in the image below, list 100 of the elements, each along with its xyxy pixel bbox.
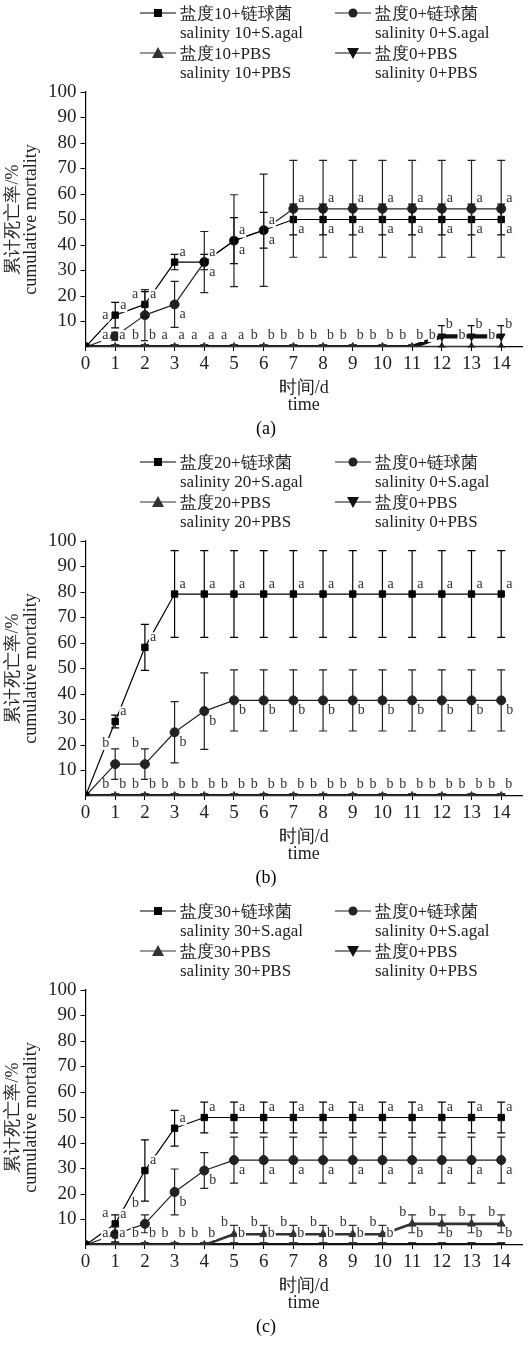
annotation: b xyxy=(399,775,407,791)
annotation: a xyxy=(476,1099,484,1115)
annotation: a xyxy=(238,575,246,591)
annotation: b xyxy=(369,1213,377,1229)
annotation: b xyxy=(357,702,365,718)
annotation: b xyxy=(208,775,216,791)
annotation: a xyxy=(446,221,454,237)
y-tick-label: 70 xyxy=(57,156,77,178)
annotation: a xyxy=(417,190,425,206)
annotation: a xyxy=(328,575,336,591)
annotation: b xyxy=(446,702,454,718)
annotation: b xyxy=(458,1203,466,1219)
annotation: b xyxy=(488,1203,496,1219)
x-tick-label: 8 xyxy=(318,352,328,374)
annotation: b xyxy=(369,775,377,791)
y-tick-label: 20 xyxy=(57,283,77,305)
annotation: b xyxy=(339,1213,347,1229)
x-tick-label: 11 xyxy=(402,352,422,374)
annotation: b xyxy=(475,1224,483,1240)
annotation: a xyxy=(208,326,216,342)
annotation: a xyxy=(209,575,217,591)
annotation: b xyxy=(237,775,245,791)
x-axis-title: 时间/d time xyxy=(278,1275,329,1313)
annotation: a xyxy=(357,575,365,591)
x-tick-label: 7 xyxy=(288,801,299,823)
annotation: a xyxy=(119,1224,127,1240)
annotation: b xyxy=(310,326,318,342)
annotation: a xyxy=(298,190,306,206)
legend-label: 盐度20+链球菌 salinity 20+S.agal xyxy=(180,453,303,491)
x-tick-label: 3 xyxy=(169,1250,180,1272)
x-tick-label: 7 xyxy=(288,352,299,374)
x-tick-label: 14 xyxy=(491,801,512,823)
annotation: b xyxy=(356,1224,364,1240)
annotation: b xyxy=(280,326,288,342)
x-tick-label: 4 xyxy=(199,801,210,823)
annotation: b xyxy=(386,326,394,342)
annotation: a xyxy=(357,1099,365,1115)
y-tick-label: 50 xyxy=(57,656,77,678)
x-tick-label: 8 xyxy=(318,1250,328,1272)
y-tick-label: 30 xyxy=(57,258,77,280)
annotation: a xyxy=(268,1099,276,1115)
annotation: b xyxy=(119,775,127,791)
annotation: a xyxy=(179,243,187,259)
annotation: b xyxy=(161,1224,169,1240)
annotation: a xyxy=(238,1161,246,1177)
annotation: a xyxy=(220,326,228,342)
legend-label: 盐度0+PBS salinity 0+PBS xyxy=(375,942,478,980)
x-tick-label: 2 xyxy=(140,352,150,374)
x-tick-label: 9 xyxy=(347,1250,358,1272)
annotation: b xyxy=(475,775,483,791)
annotation: b xyxy=(310,775,318,791)
annotation: a xyxy=(387,190,395,206)
y-tick-label: 100 xyxy=(48,977,77,999)
annotation: b xyxy=(356,775,364,791)
annotation: b xyxy=(339,775,347,791)
annotation: b xyxy=(191,775,199,791)
annotation: a xyxy=(268,231,276,247)
annotation: a xyxy=(238,242,246,258)
x-tick-label: 0 xyxy=(80,352,91,374)
annotation: b xyxy=(250,1213,258,1229)
legend-label: 盐度0+PBS salinity 0+PBS xyxy=(375,44,478,82)
annotation: a xyxy=(102,1204,110,1220)
y-tick-label: 80 xyxy=(57,1028,77,1050)
annotation: a xyxy=(191,326,199,342)
annotation: b xyxy=(417,702,425,718)
annotation: a xyxy=(120,296,128,312)
legend-label: 盐度30+链球菌 salinity 30+S.agal xyxy=(180,902,303,940)
y-tick-label: 20 xyxy=(57,732,77,754)
x-tick-label: 13 xyxy=(462,352,482,374)
annotation: b xyxy=(445,1224,453,1240)
x-tick-label: 11 xyxy=(402,801,422,823)
annotation: b xyxy=(505,1224,513,1240)
legend-label: 盐度0+PBS salinity 0+PBS xyxy=(375,493,478,531)
annotation: a xyxy=(120,703,128,719)
annotation: a xyxy=(417,221,425,237)
annotation: a xyxy=(417,1161,425,1177)
annotation: a xyxy=(268,211,276,227)
annotation: a xyxy=(102,326,110,342)
annotation: b xyxy=(488,775,496,791)
annotation: b xyxy=(476,702,484,718)
legend-label: 盐度10+PBS salinity 10+PBS xyxy=(180,44,292,82)
annotation: a xyxy=(102,1224,110,1240)
annotation: b xyxy=(131,734,139,750)
annotation: a xyxy=(102,306,110,322)
annotation: a xyxy=(446,190,454,206)
annotation: a xyxy=(506,1099,514,1115)
annotation: b xyxy=(220,1213,228,1229)
x-tick-label: 0 xyxy=(80,801,91,823)
y-tick-label: 60 xyxy=(57,630,77,652)
y-tick-label: 40 xyxy=(57,681,77,703)
legend-label: 盐度0+链球菌 salinity 0+S.agal xyxy=(375,902,490,940)
x-tick-label: 12 xyxy=(432,801,452,823)
y-tick-label: 40 xyxy=(57,232,77,254)
x-tick-label: 2 xyxy=(140,801,150,823)
annotation: b xyxy=(280,1213,288,1229)
annotation: a xyxy=(417,1099,425,1115)
annotation: b xyxy=(399,326,407,342)
annotation: b xyxy=(327,775,335,791)
annotation: b xyxy=(179,1193,187,1209)
x-tick-label: 4 xyxy=(199,1250,210,1272)
